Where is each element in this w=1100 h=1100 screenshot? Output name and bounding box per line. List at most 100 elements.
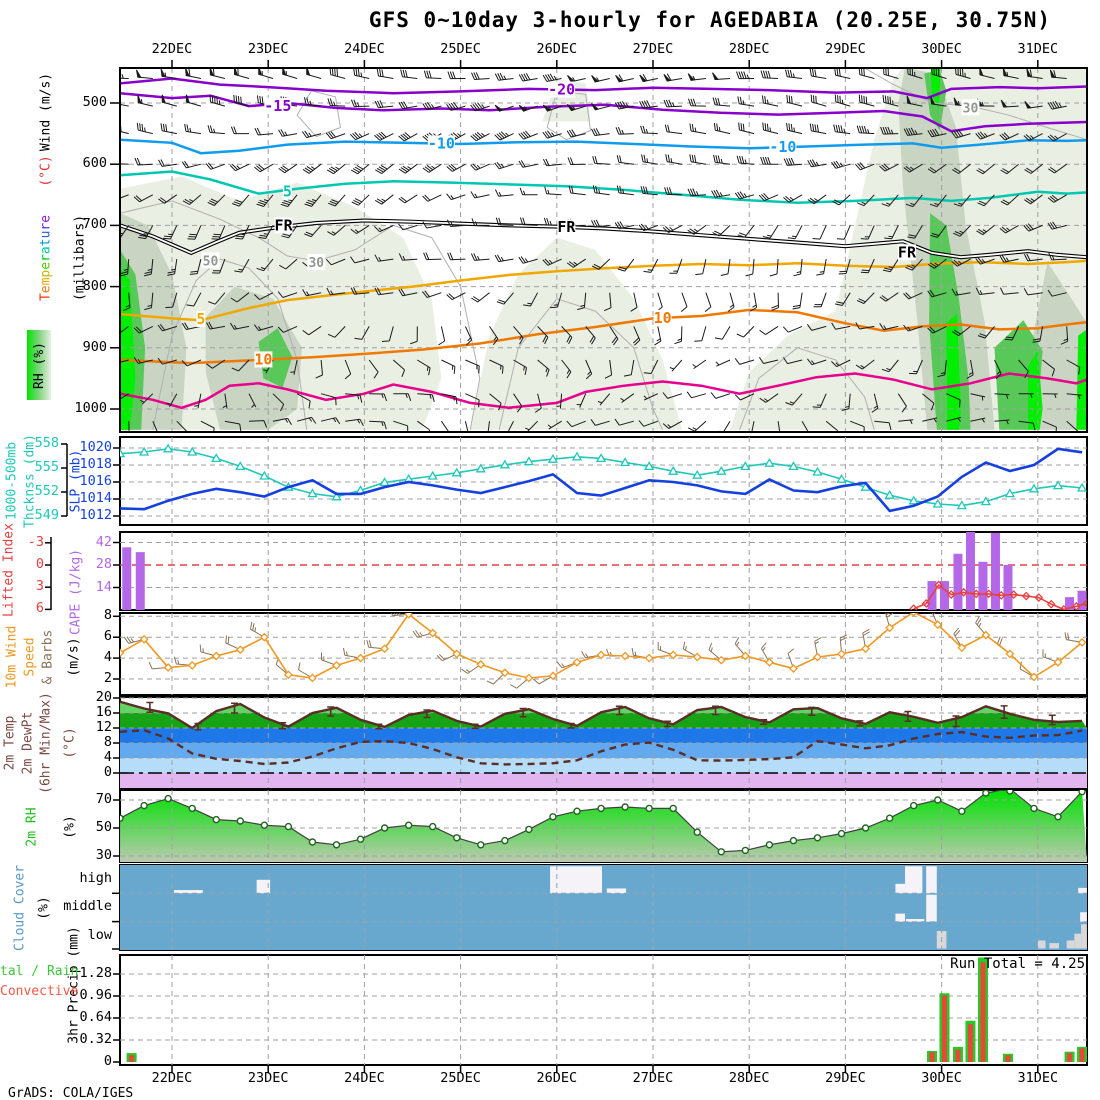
slp-tick-label: 1018 [79, 456, 112, 472]
date-label-bottom: 23DEC [247, 1070, 289, 1086]
cloud-row-label: low [87, 926, 112, 943]
date-label-top: 30DEC [921, 41, 962, 57]
date-label-top: 28DEC [728, 41, 770, 57]
svg-text:5: 5 [283, 183, 292, 201]
date-label-top: 27DEC [632, 41, 674, 57]
slp-tick-label: 1012 [79, 507, 112, 523]
legend-convective: Convective [0, 984, 79, 999]
ylabel-cloud-cover: Cloud Cover [12, 864, 28, 952]
date-label-bottom: 29DEC [825, 1070, 866, 1086]
temp-tick-label: 20 [95, 689, 112, 705]
svg-text:-20: -20 [548, 81, 575, 99]
pressure-tick-label: 800 [82, 277, 107, 294]
date-label-bottom: 27DEC [632, 1070, 674, 1086]
ylabel-thickness-1: 1000-500mb [4, 441, 20, 521]
temperature-label-letter: r [38, 254, 54, 262]
date-label-bottom: 25DEC [440, 1070, 481, 1086]
svg-text:10: 10 [654, 309, 672, 327]
svg-text:FR: FR [557, 218, 576, 236]
panel-slp-thickness-inner [120, 437, 1087, 525]
panel-cape-li [45, 531, 1088, 611]
temperature-label-letter: e [38, 285, 54, 294]
date-label-bottom: 22DEC [151, 1070, 193, 1086]
panel-cloud-cover-inner [120, 865, 1087, 950]
temperature-label-letter: e [38, 214, 54, 223]
svg-text:FR: FR [275, 216, 294, 234]
temp-tick-label: 16 [95, 704, 112, 720]
wind-tick-label: 8 [103, 607, 112, 624]
ylabel-minmax: (6hr Min/Max) [38, 692, 54, 794]
slp-tick-label: 1016 [79, 473, 112, 489]
date-label-top: 23DEC [247, 41, 289, 57]
pressure-tick-label: 1000 [74, 400, 107, 416]
panel-temp-dew-inner [120, 697, 1087, 788]
temp-tick-label: 4 [103, 749, 112, 765]
ylabel-2m-temp: 2m Temp [2, 715, 18, 771]
date-label-top: 24DEC [344, 41, 385, 57]
date-label-top: 29DEC [825, 41, 866, 57]
svg-text:30: 30 [308, 256, 324, 271]
pressure-tick-label: 900 [82, 338, 107, 355]
ylabel-degc: (°C) [38, 155, 54, 187]
panel-upper-air-frame [110, 67, 1088, 433]
wind-tick-label: 6 [103, 628, 112, 645]
pressure-tick-label: 500 [82, 94, 107, 110]
lifted-index-tick-label: 3 [35, 578, 44, 595]
precip-tick-label: 0.32 [79, 1031, 112, 1047]
rh-tick-label: 70 [95, 791, 112, 807]
ylabel-2m-dewpt: 2m DewPt [20, 711, 36, 775]
temperature-label-letter: m [38, 277, 54, 286]
temperature-label-letter: p [38, 269, 54, 278]
ylabel-temperature: Temperature [38, 214, 54, 301]
panel-2m-rh-inner [120, 790, 1087, 862]
legend-total-rain: tal / Rain [0, 964, 79, 979]
date-label-top: 25DEC [440, 41, 481, 57]
temperature-label-letter: u [38, 230, 54, 239]
pressure-tick-label: 600 [82, 155, 107, 172]
cape-tick-label: 14 [95, 578, 112, 595]
temperature-label-letter: r [38, 222, 54, 231]
date-label-top: 22DEC [151, 41, 193, 57]
date-label-top: 26DEC [536, 41, 578, 57]
temperature-label-letter: e [38, 261, 54, 270]
temp-tick-label: 12 [95, 719, 112, 735]
cape-tick-label: 42 [95, 533, 112, 550]
temperature-label-letter: t [38, 238, 54, 247]
panel-upper-air: 50 30 30 -20 -15 -10 -10 5 5 10 10 FR FR FR [120, 68, 1087, 432]
date-label-bottom: 30DEC [921, 1070, 962, 1086]
panel-precip-inner [120, 955, 1087, 1065]
temp-tick-label: 8 [103, 734, 112, 750]
run-total: Run Total = 4.25 [950, 956, 1085, 972]
rh-legend-block: RH (%) [27, 330, 51, 400]
thickness-tick-label: 555 [34, 459, 59, 475]
page-title: GFS 0~10day 3-hourly for AGEDABIA (20.25… [368, 8, 1052, 32]
precip-tick-label: 1.28 [79, 965, 112, 981]
thickness-tick-label: 552 [34, 483, 59, 499]
wind-tick-label: 2 [103, 670, 112, 686]
rh-tick-label: 30 [95, 847, 112, 863]
precip-tick-label: 0.96 [79, 987, 112, 1003]
lifted-index-tick-label: 6 [35, 600, 44, 617]
rh-tick-label: 50 [95, 819, 112, 835]
svg-text:5: 5 [196, 310, 205, 328]
ylabel-speed: Speed [22, 637, 38, 677]
temp-tick-label: 0 [103, 764, 112, 780]
ylabel-10m-wind: 10m Wind [4, 625, 20, 689]
precip-tick-label: 0 [103, 1053, 112, 1069]
pressure-tick-label: 700 [82, 216, 107, 233]
lifted-index-tick-label: -3 [27, 533, 44, 550]
date-label-top: 31DEC [1017, 41, 1059, 57]
ylabel-rh: RH (%) [31, 341, 47, 389]
ylabel-wind: Wind (m/s) [38, 72, 54, 152]
panel-10m-wind-inner [120, 613, 1087, 695]
ylabel-pct-7: (%) [36, 896, 52, 920]
svg-text:FR: FR [898, 243, 917, 261]
panel-precip [113, 954, 1088, 1066]
temperature-label-letter: a [38, 246, 54, 255]
grads-credit: GrADS: COLA/IGES [8, 1086, 134, 1100]
precip-tick-label: 0.64 [79, 1009, 112, 1025]
svg-text:-15: -15 [264, 97, 291, 115]
thickness-tick-label: 549 [34, 507, 59, 523]
